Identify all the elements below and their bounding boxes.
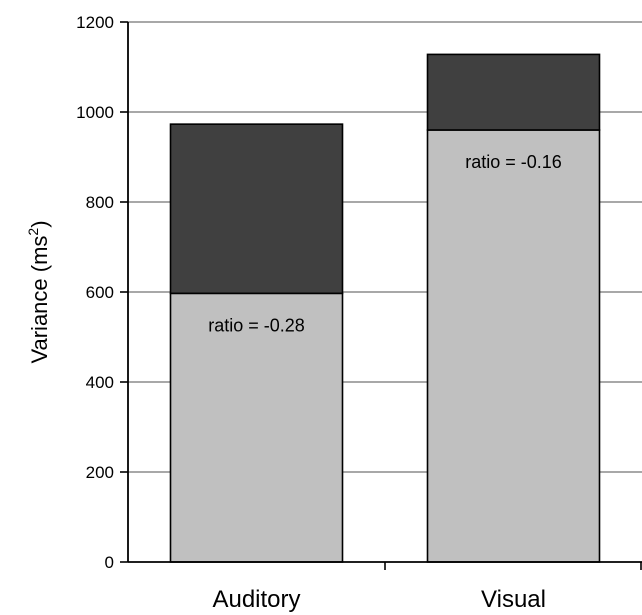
y-tick-label: 1000	[76, 103, 114, 122]
y-axis-title: Variance (ms2)	[25, 220, 52, 363]
y-tick-label: 800	[86, 193, 114, 212]
bar-segment-upper	[426, 53, 601, 131]
y-tick-label: 400	[86, 373, 114, 392]
axes	[120, 21, 642, 570]
y-tick-label: 600	[86, 283, 114, 302]
ratio-annotation: ratio = -0.28	[208, 315, 305, 335]
bars	[169, 53, 601, 563]
y-tick-labels: 0 200 400 600 800 1000 1200	[76, 13, 114, 572]
y-tick-label: 200	[86, 463, 114, 482]
y-tick-label: 0	[105, 553, 114, 572]
y-tick-label: 1200	[76, 13, 114, 32]
bar-segment-upper	[169, 123, 344, 295]
annotations: ratio = -0.28 ratio = -0.16	[208, 152, 562, 335]
x-category-label: Visual	[481, 586, 546, 613]
category-labels: Auditory Visual	[212, 586, 545, 613]
x-category-label: Auditory	[212, 586, 300, 613]
bar-segment-lower	[426, 129, 601, 563]
ratio-annotation: ratio = -0.16	[465, 152, 562, 172]
